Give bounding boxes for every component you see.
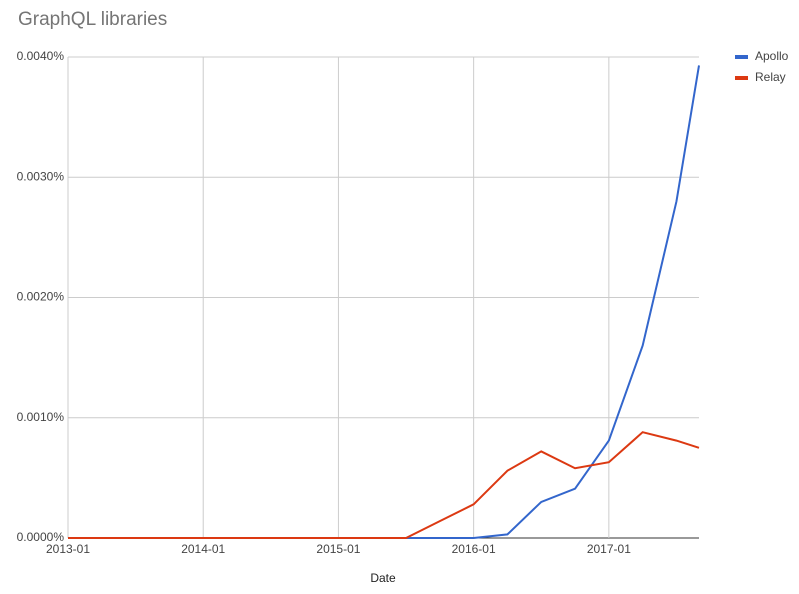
chart-title: GraphQL libraries — [18, 9, 167, 30]
x-tick-label: 2013-01 — [46, 542, 90, 556]
x-tick-label: 2014-01 — [181, 542, 225, 556]
y-tick-label: 0.0000% — [17, 530, 65, 544]
series-line — [68, 431, 700, 539]
y-tick-label: 0.0020% — [17, 290, 65, 304]
y-tick-label: 0.0030% — [17, 169, 65, 183]
legend-label: Relay — [755, 70, 786, 84]
series-line — [68, 65, 700, 539]
x-tick-label: 2017-01 — [587, 542, 631, 556]
x-axis-label: Date — [370, 571, 396, 585]
legend-label: Apollo — [755, 49, 789, 63]
y-tick-label: 0.0010% — [17, 410, 65, 424]
x-tick-label: 2016-01 — [452, 542, 496, 556]
x-tick-label: 2015-01 — [316, 542, 360, 556]
y-tick-label: 0.0040% — [17, 49, 65, 63]
